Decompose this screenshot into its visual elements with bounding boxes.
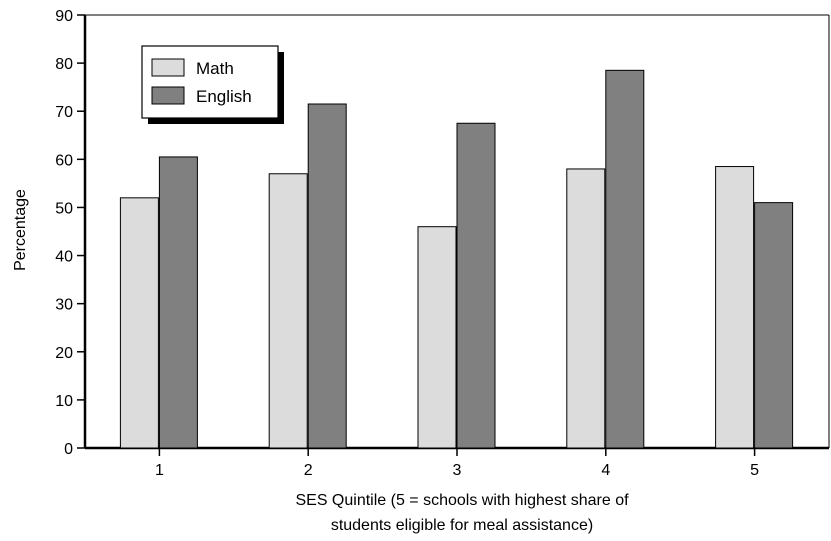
y-tick-label-10: 10	[55, 393, 73, 410]
y-tick-label-70: 70	[55, 104, 73, 121]
plot-frame	[85, 14, 830, 448]
y-axis-title: Percentage	[12, 189, 29, 271]
legend-label-math: Math	[196, 59, 234, 78]
y-tick-label-20: 20	[55, 345, 73, 362]
bars	[119, 69, 794, 449]
y-axis: 0 10 20 30 40 50 60 70 80 90	[55, 8, 87, 458]
y-tick-label-50: 50	[55, 200, 73, 217]
bar-english-1	[158, 156, 198, 449]
x-tick-label-1: 1	[155, 462, 164, 479]
x-axis: 1 2 3 4 5	[85, 446, 829, 479]
y-tick-label-40: 40	[55, 249, 73, 266]
bar-english-4	[605, 69, 645, 449]
x-tick-label-2: 2	[304, 462, 313, 479]
legend: Math English	[141, 45, 284, 124]
bar-math-3	[417, 226, 457, 449]
y-tick-label-0: 0	[64, 441, 73, 458]
legend-swatch-math	[151, 58, 185, 77]
legend-label-english: English	[196, 87, 252, 106]
x-tick-label-4: 4	[601, 462, 610, 479]
bar-math-4	[566, 168, 606, 449]
y-tick-label-30: 30	[55, 297, 73, 314]
bar-math-5	[715, 166, 755, 449]
legend-swatch-english	[151, 86, 185, 105]
x-axis-title-line-1: SES Quintile (5 = schools with highest s…	[295, 492, 629, 509]
y-tick-label-80: 80	[55, 56, 73, 73]
bar-english-3	[456, 122, 496, 449]
y-tick-label-90: 90	[55, 8, 73, 25]
x-tick-label-5: 5	[750, 462, 759, 479]
legend-box	[141, 45, 279, 119]
bar-math-2	[268, 173, 308, 449]
bar-math-1	[119, 197, 159, 449]
bar-english-2	[307, 103, 347, 449]
y-tick-label-60: 60	[55, 152, 73, 169]
bar-english-5	[754, 202, 794, 449]
x-tick-label-3: 3	[453, 462, 462, 479]
x-axis-title-line-2: students eligible for meal assistance)	[331, 517, 593, 534]
